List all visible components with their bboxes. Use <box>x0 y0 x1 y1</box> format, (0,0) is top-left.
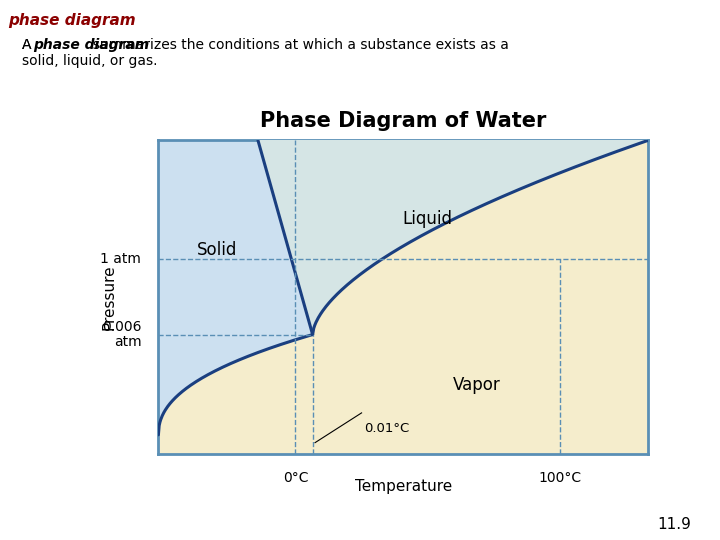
Text: Solid: Solid <box>197 241 238 259</box>
Text: 0°C: 0°C <box>283 471 308 485</box>
Polygon shape <box>158 140 648 454</box>
Text: A: A <box>22 38 35 52</box>
Text: 0.006: 0.006 <box>102 320 141 334</box>
Polygon shape <box>258 140 648 335</box>
Text: A              summarizes the conditions at which a substance exists as a
solid,: A summarizes the conditions at which a s… <box>22 38 508 68</box>
Text: 1 atm: 1 atm <box>100 252 141 266</box>
X-axis label: Temperature: Temperature <box>354 478 452 494</box>
Text: phase diagram: phase diagram <box>9 14 136 29</box>
Text: atm: atm <box>114 335 141 349</box>
Polygon shape <box>158 140 312 454</box>
Text: Vapor: Vapor <box>453 376 500 394</box>
Text: 100°C: 100°C <box>539 471 582 485</box>
Text: Liquid: Liquid <box>402 210 453 228</box>
Text: 0.01°C: 0.01°C <box>364 422 409 435</box>
Text: 11.9: 11.9 <box>657 517 691 532</box>
Title: Phase Diagram of Water: Phase Diagram of Water <box>260 111 546 131</box>
Text: phase diagram: phase diagram <box>33 38 149 52</box>
Y-axis label: Pressure: Pressure <box>102 264 117 330</box>
